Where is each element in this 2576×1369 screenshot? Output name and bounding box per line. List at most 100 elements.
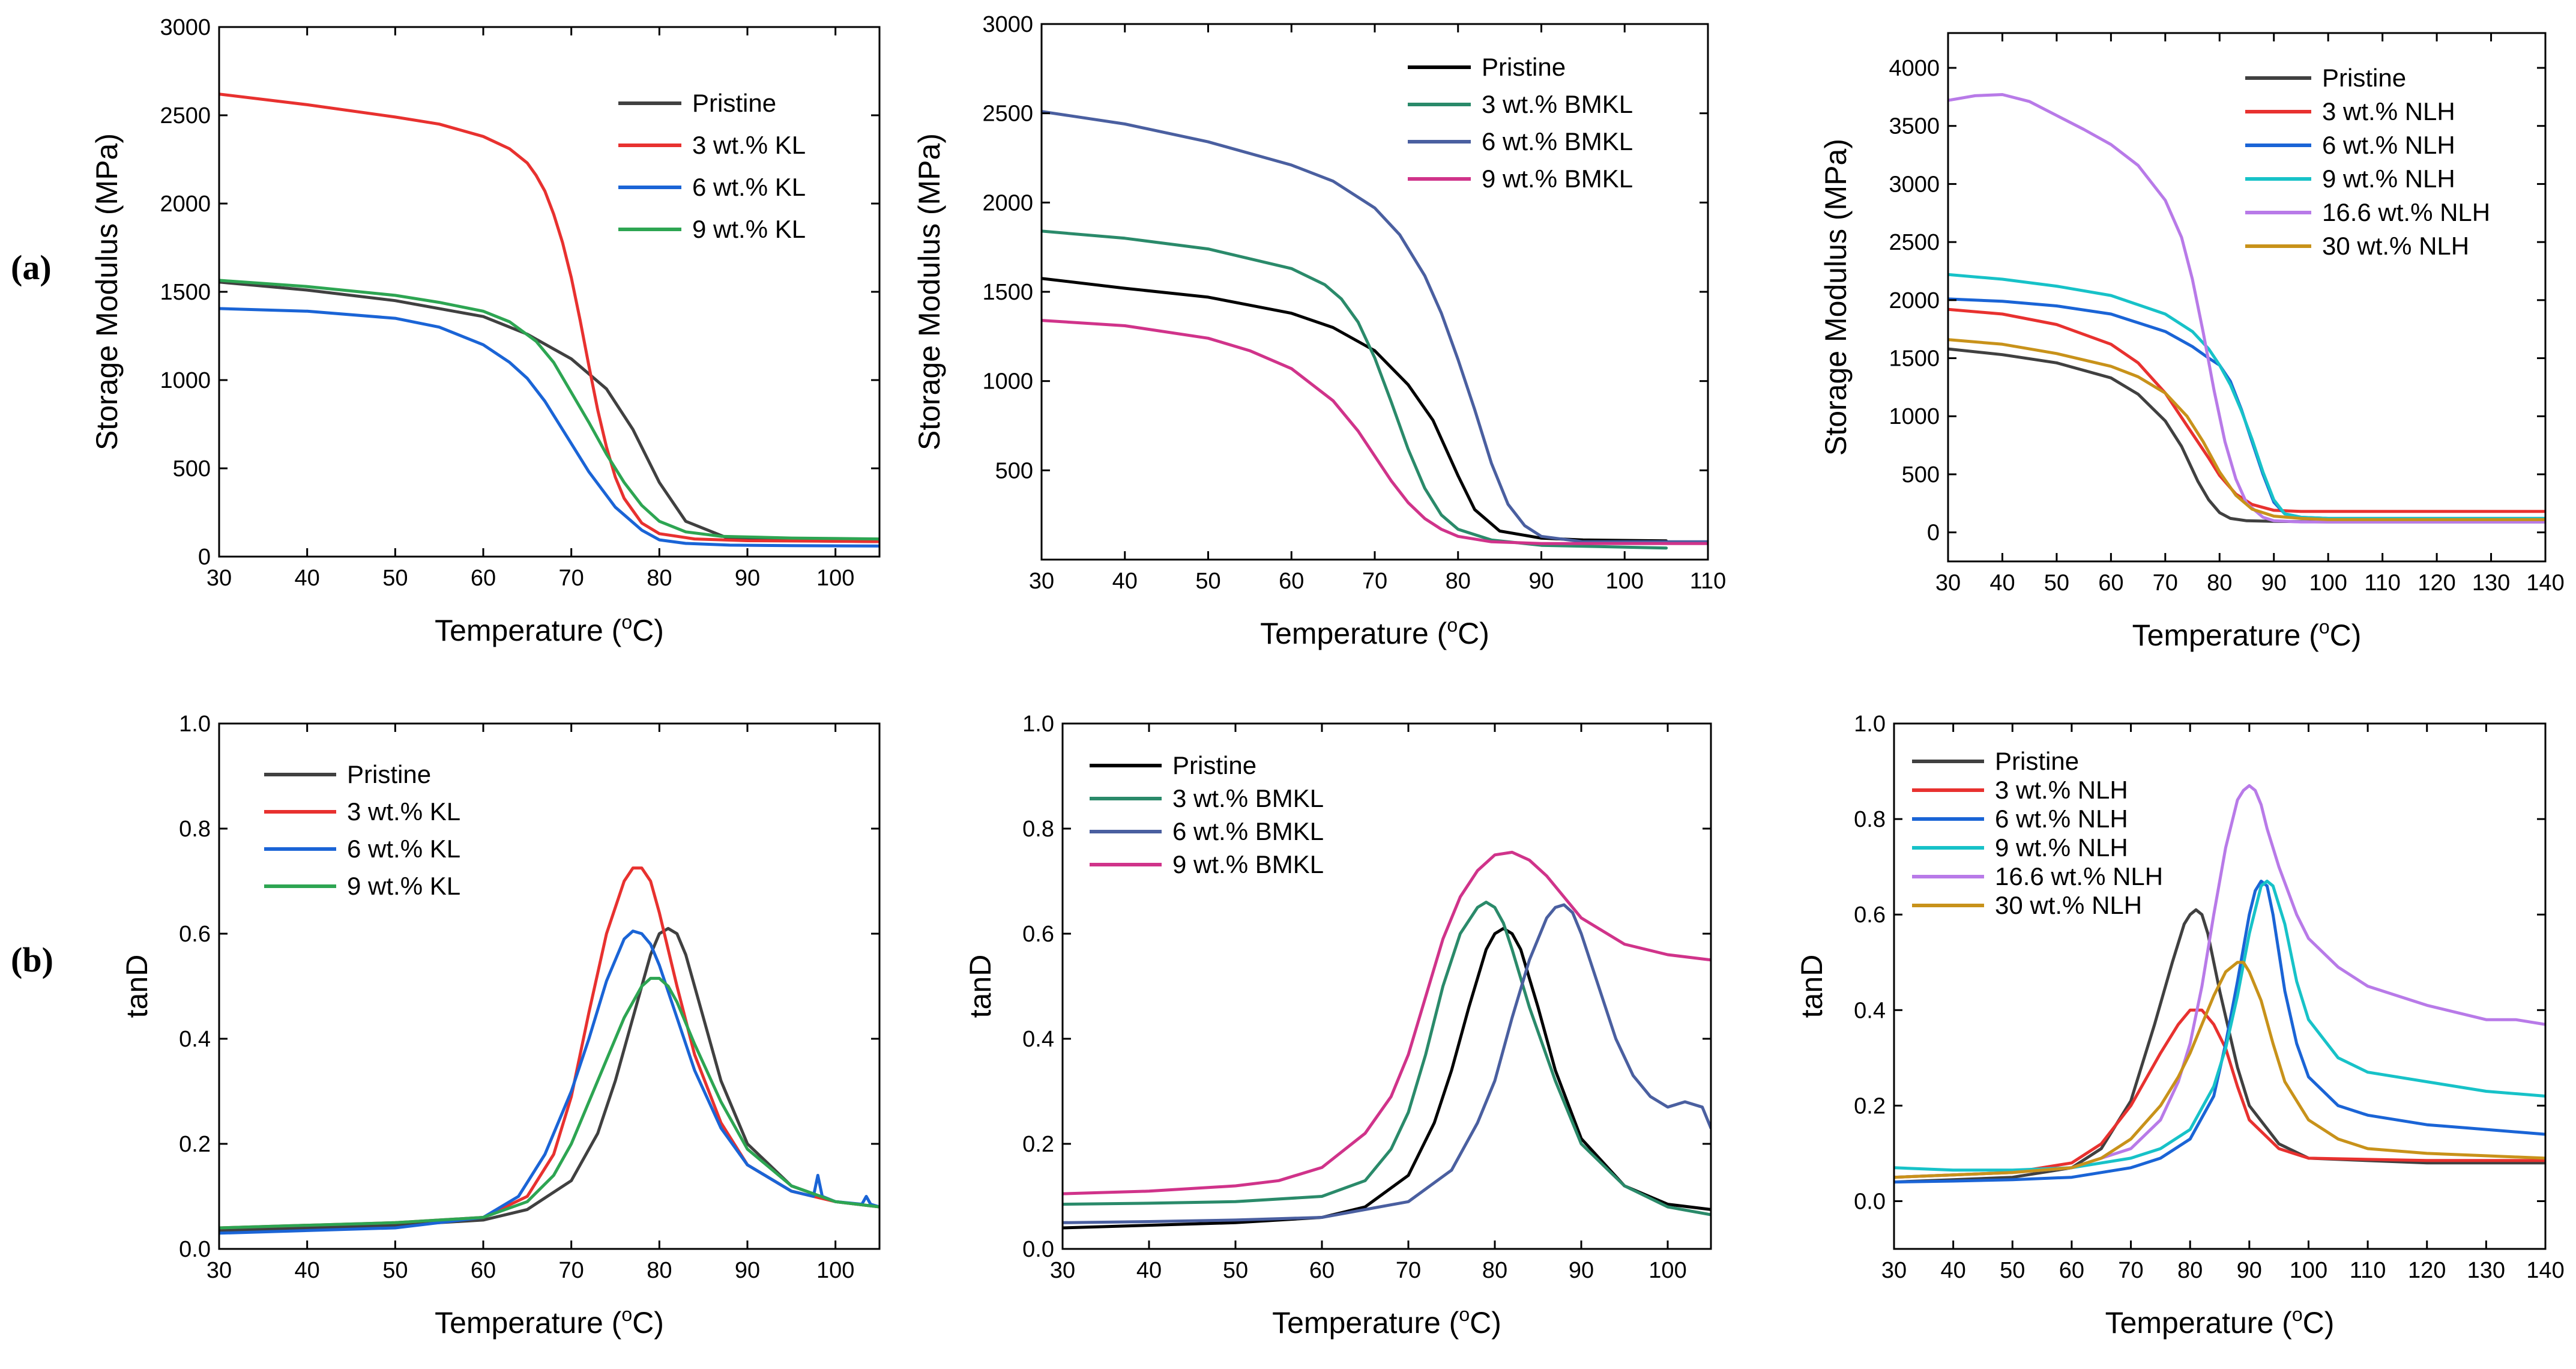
series-line-a3-2	[1948, 297, 2545, 520]
x-tick-label: 110	[2350, 1258, 2386, 1283]
series-line-a3-5	[1948, 338, 2545, 521]
x-tick-label: 50	[382, 566, 408, 591]
y-tick-label: 2500	[160, 103, 211, 128]
series-line-b3-3	[1894, 880, 2545, 1172]
panel-label-a: (a)	[11, 248, 52, 287]
plot-frame-b1	[218, 722, 881, 1250]
legend-label: 9 wt.% BMKL	[1172, 850, 1324, 878]
x-tick-label: 140	[2526, 1258, 2564, 1283]
x-axis-title: Temperature (oC)	[1272, 1304, 1501, 1340]
x-tick-label: 100	[1648, 1258, 1686, 1283]
y-tick-label: 2500	[982, 101, 1033, 127]
series-line-a2-3	[1042, 319, 1708, 545]
x-axis-title-degree: o	[621, 1304, 632, 1325]
legend-label: Pristine	[2322, 64, 2406, 92]
y-tick-label: 1500	[160, 280, 211, 305]
y-tick-label: 0.6	[179, 922, 211, 947]
x-tick-label: 90	[1528, 569, 1554, 594]
y-tick-label: 0.4	[179, 1027, 211, 1052]
x-tick-label: 130	[2472, 570, 2510, 596]
x-tick-label: 80	[1482, 1258, 1507, 1283]
x-tick-label: 100	[816, 566, 854, 591]
x-tick-label: 70	[559, 1258, 584, 1283]
y-axis-title: tanD	[964, 955, 997, 1018]
x-axis-title-unit: C)	[2303, 1306, 2335, 1340]
x-tick-label: 80	[2207, 570, 2232, 596]
x-tick-label: 40	[1136, 1258, 1162, 1283]
series-line-a3-4	[1948, 93, 2545, 524]
x-tick-label: 50	[1223, 1258, 1248, 1283]
x-tick-label: 40	[1940, 1258, 1965, 1283]
series-line-b2-2	[1063, 903, 1711, 1224]
y-tick-label: 0.6	[1854, 902, 1886, 928]
x-tick-label: 30	[1935, 570, 1961, 596]
series-line-a3-0	[1948, 347, 2545, 524]
x-tick-label: 60	[471, 1258, 496, 1283]
legend-label: 30 wt.% NLH	[2322, 232, 2469, 260]
x-tick-label: 40	[295, 566, 320, 591]
y-tick-label: 3500	[1889, 114, 1940, 139]
legend-label: 16.6 wt.% NLH	[1995, 862, 2163, 890]
series-line-a1-1	[219, 92, 879, 543]
x-tick-label: 80	[2177, 1258, 2203, 1283]
series-line-b2-3	[1063, 850, 1711, 1195]
y-axis-title: tanD	[120, 955, 154, 1018]
x-axis-title: Temperature (oC)	[2132, 616, 2362, 652]
x-axis-title-unit: C)	[632, 614, 664, 647]
x-axis-title-degree: o	[1459, 1304, 1470, 1325]
legend-label: 3 wt.% KL	[692, 131, 806, 159]
x-axis-title-main: Temperature (	[2132, 618, 2320, 652]
series-line-a3-1	[1948, 307, 2545, 513]
x-tick-label: 90	[2237, 1258, 2262, 1283]
x-tick-label: 110	[2364, 570, 2401, 596]
y-tick-label: 0	[198, 545, 211, 570]
y-axis-title: Storage Modulus (MPa)	[90, 133, 124, 450]
plot-frame-b2	[1061, 722, 1712, 1250]
x-tick-label: 60	[1309, 1258, 1335, 1283]
x-tick-label: 60	[471, 566, 496, 591]
legend-label: Pristine	[1995, 747, 2079, 775]
y-tick-label: 0.4	[1022, 1027, 1054, 1052]
x-axis-title-unit: C)	[632, 1306, 664, 1340]
legend-label: 3 wt.% BMKL	[1482, 90, 1633, 118]
x-tick-label: 80	[647, 1258, 672, 1283]
series-line-a2-1	[1042, 229, 1668, 550]
series-line-b3-1	[1894, 1008, 2545, 1179]
x-axis-title-main: Temperature (	[435, 1306, 622, 1340]
chart-a2-storage-modulus-bmkl: 30 40 50 60 70 80 90 100 110 500 1000 1500 2000 2500 3…	[912, 12, 1726, 650]
y-tick-label: 3000	[1889, 172, 1940, 197]
y-tick-label: 1000	[1889, 404, 1940, 429]
x-axis-title-unit: C)	[1458, 617, 1489, 650]
panel-label-b: (b)	[11, 940, 53, 979]
legend-label: 9 wt.% KL	[692, 215, 806, 243]
x-tick-label: 60	[2059, 1258, 2084, 1283]
x-tick-label: 50	[2044, 570, 2069, 596]
plot-frame-b3	[1893, 722, 2547, 1250]
x-tick-label: 100	[2309, 570, 2347, 596]
x-tick-label: 120	[2418, 570, 2455, 596]
x-tick-label: 70	[1362, 569, 1387, 594]
y-tick-label: 0.4	[1854, 998, 1886, 1023]
x-axis-title-unit: C)	[2330, 618, 2362, 652]
y-tick-label: 1500	[1889, 346, 1940, 372]
y-tick-label: 2000	[160, 192, 211, 217]
x-axis-title-main: Temperature (	[1260, 617, 1447, 650]
x-axis-title-main: Temperature (	[435, 614, 622, 647]
x-tick-label: 50	[2000, 1258, 2025, 1283]
x-axis-title-degree: o	[2319, 616, 2330, 638]
legend-label: 3 wt.% NLH	[1995, 776, 2128, 804]
series-line-b1-3	[219, 976, 879, 1230]
y-tick-label: 500	[995, 458, 1033, 483]
legend-label: 6 wt.% NLH	[1995, 805, 2128, 833]
x-tick-label: 60	[2098, 570, 2123, 596]
x-tick-label: 130	[2467, 1258, 2505, 1283]
y-tick-label: 500	[173, 456, 211, 482]
x-tick-label: 50	[1195, 569, 1220, 594]
legend-label: Pristine	[1482, 53, 1566, 81]
x-axis-title-main: Temperature (	[1272, 1306, 1459, 1340]
legend-label: 6 wt.% KL	[692, 173, 806, 201]
x-tick-label: 50	[382, 1258, 408, 1283]
y-tick-label: 1.0	[1854, 712, 1886, 737]
series-line-a2-2	[1042, 110, 1708, 543]
legend-label: 3 wt.% KL	[347, 797, 460, 826]
